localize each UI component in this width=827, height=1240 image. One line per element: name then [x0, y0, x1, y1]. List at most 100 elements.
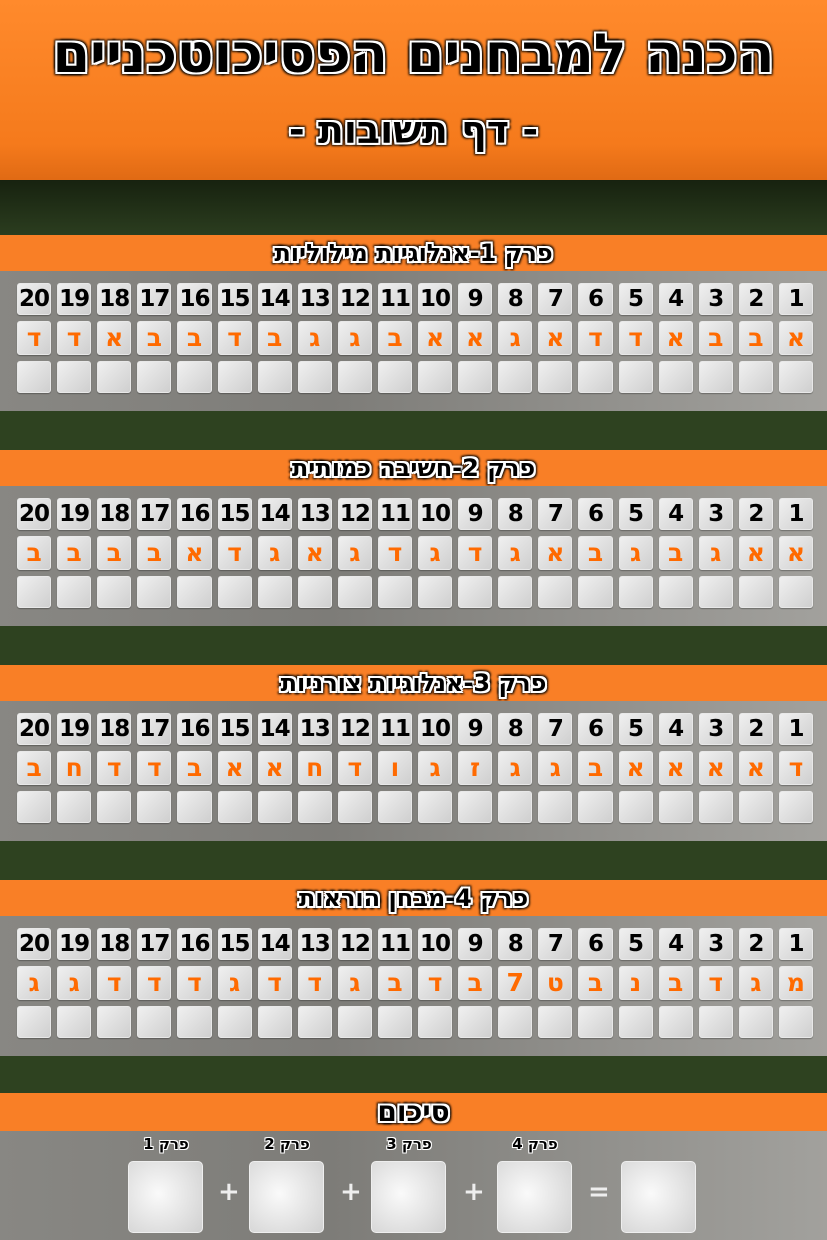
user-answer-box[interactable] [297, 1006, 332, 1038]
question-number: 10 [418, 498, 453, 530]
user-answer-box[interactable] [738, 1006, 773, 1038]
user-answer-box[interactable] [377, 576, 413, 608]
user-answer-box[interactable] [658, 576, 693, 608]
user-answer-box[interactable] [217, 1006, 252, 1038]
user-answer-box[interactable] [57, 791, 92, 823]
user-answer-box[interactable] [618, 361, 653, 393]
score-box-2[interactable] [249, 1161, 324, 1233]
user-answer-box[interactable] [418, 576, 453, 608]
user-answer-box[interactable] [377, 1006, 413, 1038]
user-answer-box[interactable] [458, 576, 493, 608]
user-answer-box[interactable] [538, 791, 573, 823]
user-answer-box[interactable] [17, 791, 52, 823]
user-answer-box[interactable] [257, 791, 292, 823]
correct-answer: ג [337, 321, 372, 355]
summary-panel: פרק 1 פרק 2 פרק 3 פרק 4 + + + = [0, 1131, 827, 1240]
question-number: 3 [698, 498, 733, 530]
user-answer-box[interactable] [538, 361, 573, 393]
plus-sign: + [340, 1177, 362, 1207]
user-answer-box[interactable] [658, 791, 693, 823]
user-answer-box[interactable] [738, 576, 773, 608]
user-answer-box[interactable] [57, 361, 92, 393]
user-answer-box[interactable] [337, 361, 372, 393]
user-answer-box[interactable] [778, 576, 813, 608]
score-box-total[interactable] [621, 1161, 696, 1233]
question-number: 2 [738, 498, 773, 530]
user-answer-box[interactable] [337, 1006, 372, 1038]
user-answer-box[interactable] [377, 791, 413, 823]
section-title: פרק 2-חשיבה כמותית [0, 450, 827, 486]
user-answer-box[interactable] [257, 361, 292, 393]
user-answer-box[interactable] [618, 576, 653, 608]
score-box-3[interactable] [371, 1161, 446, 1233]
user-answer-box[interactable] [297, 791, 332, 823]
question-number: 4 [658, 928, 693, 960]
question-number: 17 [137, 283, 172, 315]
correct-answer: א [418, 321, 453, 355]
user-answer-box[interactable] [137, 576, 172, 608]
user-answer-box[interactable] [778, 1006, 813, 1038]
user-answer-box[interactable] [57, 1006, 92, 1038]
user-answer-box[interactable] [217, 576, 252, 608]
user-answer-box[interactable] [418, 361, 453, 393]
user-answer-box[interactable] [458, 361, 493, 393]
user-answer-box[interactable] [97, 576, 132, 608]
user-answer-box[interactable] [177, 361, 212, 393]
user-answer-box[interactable] [698, 361, 733, 393]
user-answer-box[interactable] [17, 361, 52, 393]
user-answer-box[interactable] [578, 576, 613, 608]
user-answer-box[interactable] [137, 1006, 172, 1038]
score-box-1[interactable] [128, 1161, 203, 1233]
user-answer-box[interactable] [418, 1006, 453, 1038]
correct-answer: א [458, 321, 493, 355]
user-answer-box[interactable] [698, 791, 733, 823]
user-answer-box[interactable] [738, 361, 773, 393]
user-answer-box[interactable] [297, 361, 332, 393]
user-answer-box[interactable] [458, 791, 493, 823]
user-answer-box[interactable] [578, 361, 613, 393]
user-answer-box[interactable] [17, 576, 52, 608]
correct-answer: ג [498, 536, 533, 570]
user-answer-box[interactable] [658, 361, 693, 393]
user-answer-box[interactable] [418, 791, 453, 823]
user-answer-box[interactable] [137, 361, 172, 393]
user-answer-box[interactable] [658, 1006, 693, 1038]
user-answer-box[interactable] [337, 576, 372, 608]
user-answer-box[interactable] [498, 576, 533, 608]
user-answer-box[interactable] [377, 361, 413, 393]
user-answer-box[interactable] [177, 576, 212, 608]
user-answer-box[interactable] [578, 1006, 613, 1038]
user-answer-box[interactable] [578, 791, 613, 823]
user-answer-box[interactable] [698, 576, 733, 608]
user-answer-box[interactable] [217, 791, 252, 823]
user-answer-box[interactable] [257, 1006, 292, 1038]
user-answer-box[interactable] [498, 791, 533, 823]
question-number: 20 [17, 928, 52, 960]
user-answer-box[interactable] [538, 1006, 573, 1038]
correct-answer: א [778, 536, 813, 570]
user-answer-box[interactable] [698, 1006, 733, 1038]
user-answer-box[interactable] [618, 791, 653, 823]
user-answer-box[interactable] [498, 1006, 533, 1038]
user-answer-box[interactable] [257, 576, 292, 608]
user-answer-box[interactable] [97, 1006, 132, 1038]
user-answer-box[interactable] [17, 1006, 52, 1038]
user-answer-box[interactable] [738, 791, 773, 823]
user-answer-box[interactable] [177, 1006, 212, 1038]
user-answer-box[interactable] [57, 576, 92, 608]
user-answer-box[interactable] [458, 1006, 493, 1038]
user-answer-box[interactable] [498, 361, 533, 393]
user-answer-box[interactable] [337, 791, 372, 823]
score-box-4[interactable] [497, 1161, 572, 1233]
user-answer-box[interactable] [778, 361, 813, 393]
divider-band [0, 180, 827, 235]
user-answer-box[interactable] [778, 791, 813, 823]
user-answer-box[interactable] [217, 361, 252, 393]
user-answer-box[interactable] [97, 791, 132, 823]
user-answer-box[interactable] [538, 576, 573, 608]
user-answer-box[interactable] [97, 361, 132, 393]
user-answer-box[interactable] [297, 576, 332, 608]
user-answer-box[interactable] [177, 791, 212, 823]
user-answer-box[interactable] [137, 791, 172, 823]
user-answer-box[interactable] [618, 1006, 653, 1038]
